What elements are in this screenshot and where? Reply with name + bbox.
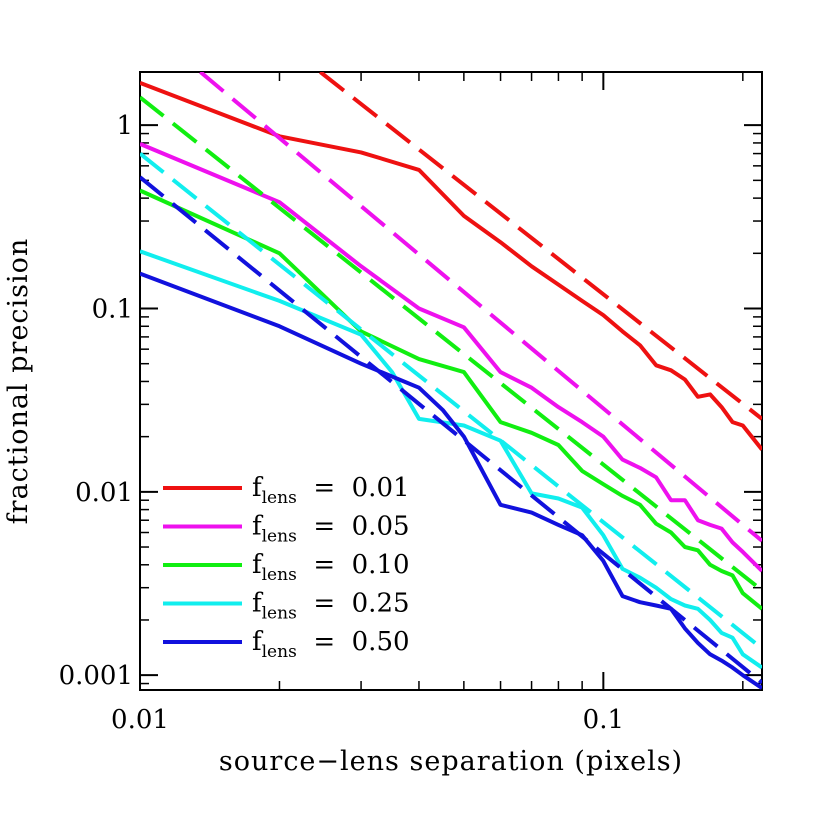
dashed-series-line [199,72,762,543]
x-axis-label: source−lens separation (pixels) [219,746,683,777]
legend-label: flens = 0.05 [252,512,410,547]
series-line [140,271,762,690]
dashed-series-line [140,95,762,592]
y-axis-label: fractional precision [3,238,34,525]
y-tick-label: 0.001 [59,661,133,691]
dashed-series-line [319,72,762,421]
y-tick-label: 0.01 [75,478,133,508]
y-tick-label: 1 [116,111,133,141]
legend-label: flens = 0.01 [252,473,410,508]
series-line [140,188,762,611]
legend-label: flens = 0.25 [252,589,410,624]
legend-label: flens = 0.50 [252,627,410,662]
legend-label: flens = 0.10 [252,550,410,585]
series-lines [140,72,762,690]
dashed-series-line [140,152,762,650]
tick-labels: 0.01 0.1 1 0.1 0.01 0.001 [59,111,624,735]
major-ticks [139,72,762,690]
x-tick-label: 0.1 [583,705,624,735]
series-line [140,81,762,451]
dashed-series-line [140,175,762,685]
x-tick-label: 0.01 [111,705,169,735]
series-line [140,142,762,573]
y-tick-label: 0.1 [92,295,133,325]
minor-ticks [140,72,762,690]
